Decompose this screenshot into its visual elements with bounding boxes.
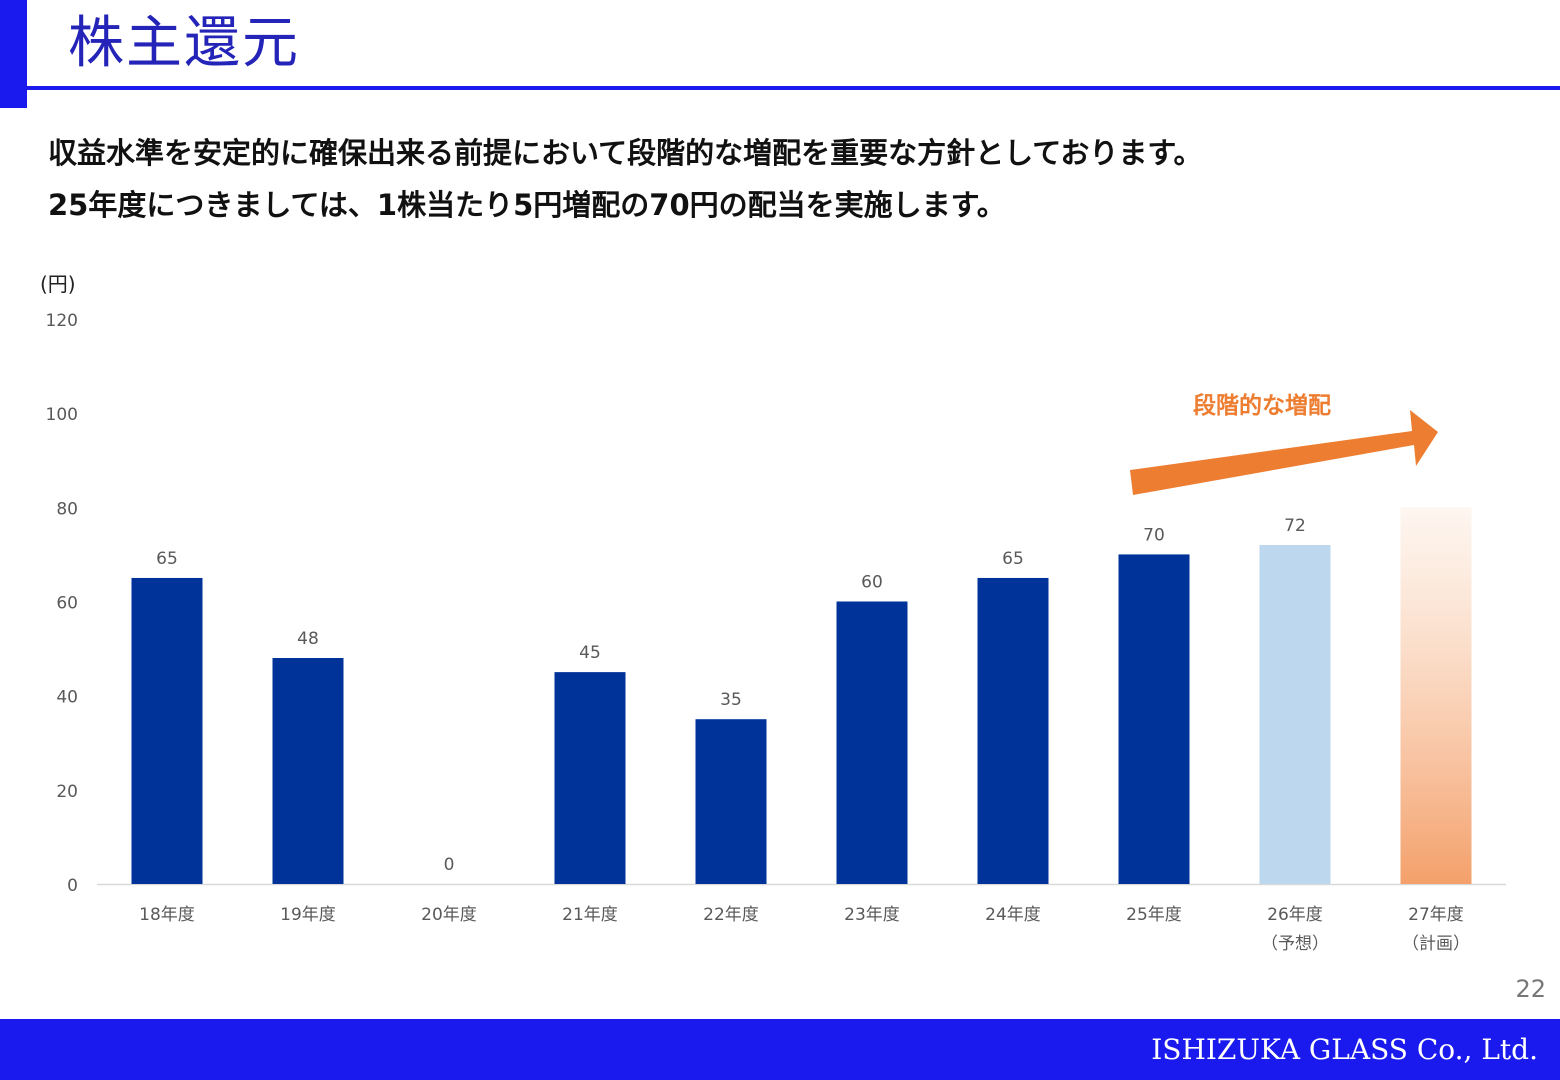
- header-divider: [27, 86, 1560, 90]
- company-name: ISHIZUKA GLASS Co., Ltd.: [1151, 1033, 1538, 1066]
- data-label: 0: [444, 855, 455, 875]
- y-tick-label: 0: [67, 876, 78, 896]
- dividend-chart: (円) 0 20 40 60 80 100 120 65 18年度 48 19年度 0 20年度 45 21年…: [0, 260, 1560, 980]
- x-tick-label: 22年度: [703, 905, 759, 925]
- x-tick-label: 25年度: [1126, 905, 1182, 925]
- data-label: 70: [1143, 525, 1165, 545]
- data-label: 35: [720, 690, 742, 710]
- x-tick-label: 26年度: [1267, 905, 1323, 925]
- page-number: 22: [1515, 975, 1546, 1003]
- data-label: 48: [297, 629, 319, 649]
- data-label: 65: [156, 549, 178, 569]
- x-tick-label: 23年度: [844, 905, 900, 925]
- data-label: 45: [579, 643, 601, 663]
- bar-26年度: [1259, 545, 1331, 884]
- x-tick-label: 20年度: [421, 905, 477, 925]
- x-tick-note: （予想）: [1261, 934, 1329, 954]
- description-line-2: 25年度につきましては、1株当たり5円増配の70円の配当を実施します。: [48, 188, 1006, 222]
- data-label: 72: [1284, 516, 1306, 536]
- page-title: 株主還元: [68, 11, 300, 76]
- data-label: 60: [861, 573, 883, 593]
- bar-23年度: [836, 601, 908, 884]
- footer-bar: ISHIZUKA GLASS Co., Ltd.: [0, 1019, 1560, 1080]
- dividend-bar-chart: (円) 0 20 40 60 80 100 120 65 18年度 48 19年度 0 20年度 45 21年…: [40, 272, 1506, 954]
- y-tick-label: 100: [46, 405, 78, 425]
- x-tick-label: 19年度: [280, 905, 336, 925]
- data-label: 65: [1002, 549, 1024, 569]
- bar-22年度: [695, 719, 767, 884]
- x-tick-label: 18年度: [139, 905, 195, 925]
- x-tick-label: 24年度: [985, 905, 1041, 925]
- y-tick-label: 120: [46, 311, 78, 331]
- bar-19年度: [272, 658, 344, 884]
- y-tick-label: 80: [56, 499, 78, 519]
- bar-18年度: [131, 577, 203, 884]
- y-tick-label: 40: [56, 688, 78, 708]
- bar-25年度: [1118, 554, 1190, 884]
- bar-24年度: [977, 577, 1049, 884]
- x-tick-note: （計画）: [1402, 934, 1470, 954]
- y-axis-unit-label: (円): [40, 272, 76, 296]
- header-accent-bar: [0, 0, 27, 108]
- x-tick-label: 21年度: [562, 905, 618, 925]
- bar-21年度: [554, 672, 626, 884]
- y-tick-label: 60: [56, 594, 78, 614]
- bar-27年度: [1400, 507, 1472, 884]
- y-tick-label: 20: [56, 782, 78, 802]
- x-tick-label: 27年度: [1408, 905, 1464, 925]
- increase-arrow: [1130, 410, 1438, 495]
- arrow-annotation-label: 段階的な増配: [1193, 392, 1331, 419]
- description-line-1: 収益水準を安定的に確保出来る前提において段階的な増配を重要な方針としております。: [48, 136, 1203, 170]
